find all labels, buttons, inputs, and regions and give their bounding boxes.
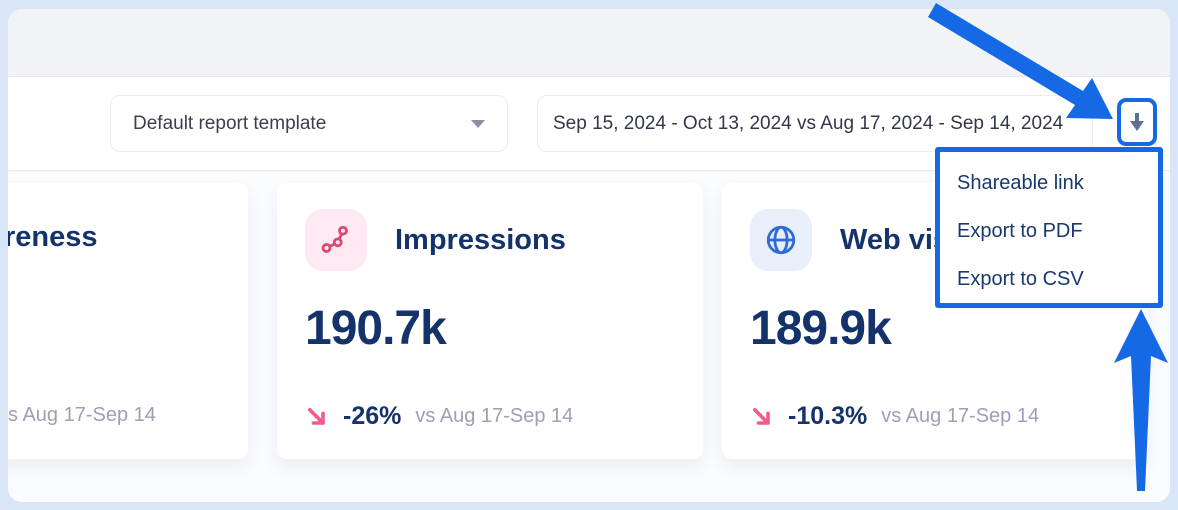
card-impressions-compare: vs Aug 17-Sep 14 bbox=[415, 405, 574, 427]
card-web-visits-compare: vs Aug 17-Sep 14 bbox=[881, 405, 1040, 427]
top-header-band bbox=[8, 9, 1170, 77]
card-impressions-header: Impressions bbox=[305, 209, 675, 271]
card-title-partial: reness bbox=[8, 221, 98, 253]
card-web-visits-value: 189.9k bbox=[750, 302, 892, 355]
card-web-visits-trend: -10.3% vs Aug 17-Sep 14 bbox=[750, 402, 1039, 431]
download-export-button[interactable] bbox=[1117, 98, 1157, 146]
share-nodes-icon bbox=[305, 209, 367, 271]
card-web-visits-delta: -10.3% bbox=[788, 402, 868, 430]
date-range-value: Sep 15, 2024 - Oct 13, 2024 vs Aug 17, 2… bbox=[553, 112, 1064, 134]
card-impressions-delta: -26% bbox=[343, 402, 402, 430]
card-web-visits[interactable]: Web visits 189.9k -10.3% vs Aug 17-Sep 1… bbox=[722, 183, 1148, 459]
chevron-down-icon bbox=[471, 119, 485, 128]
menu-item-shareable-link[interactable]: Shareable link bbox=[957, 171, 1084, 194]
globe-icon bbox=[750, 209, 812, 271]
arrow-down-right-icon bbox=[305, 405, 329, 429]
menu-item-export-csv[interactable]: Export to CSV bbox=[957, 267, 1084, 290]
menu-item-export-pdf[interactable]: Export to PDF bbox=[957, 219, 1083, 242]
card-awareness-partial[interactable]: reness s Aug 17-Sep 14 bbox=[8, 183, 248, 459]
report-window: Default report template Sep 15, 2024 - O… bbox=[8, 9, 1170, 502]
card-impressions-trend: -26% vs Aug 17-Sep 14 bbox=[305, 402, 573, 431]
arrow-down-right-icon bbox=[750, 405, 774, 429]
export-dropdown-menu: Shareable link Export to PDF Export to C… bbox=[935, 147, 1163, 308]
card-impressions-title: Impressions bbox=[395, 223, 566, 256]
card-impressions-value: 190.7k bbox=[305, 302, 447, 355]
report-template-value: Default report template bbox=[133, 112, 327, 134]
download-arrow-icon bbox=[1127, 110, 1147, 134]
card-compare-partial: s Aug 17-Sep 14 bbox=[8, 404, 156, 426]
card-impressions[interactable]: Impressions 190.7k -26% vs Aug 17-Sep 14 bbox=[277, 183, 703, 459]
date-range-picker[interactable]: Sep 15, 2024 - Oct 13, 2024 vs Aug 17, 2… bbox=[537, 95, 1093, 152]
report-template-select[interactable]: Default report template bbox=[110, 95, 508, 152]
